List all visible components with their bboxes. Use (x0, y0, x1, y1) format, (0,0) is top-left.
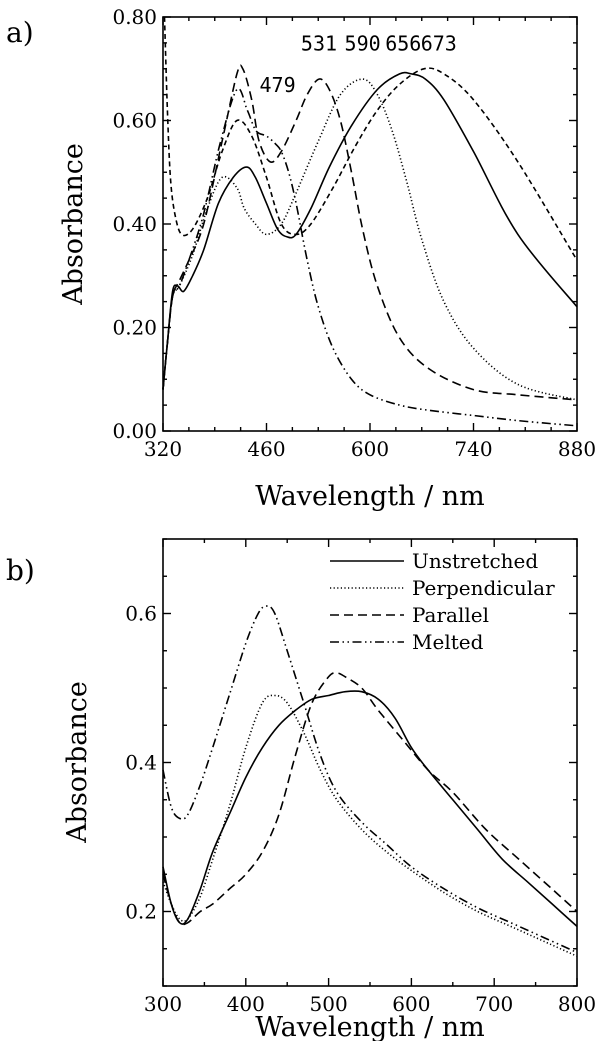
ticks-b: 300 400 500 600 700 800 0.2 0.4 0.6 (125, 538, 596, 1016)
series-line-b-unstretched (162, 690, 578, 927)
x-tick-label-b: 800 (558, 992, 596, 1016)
series-line-a-solid-3 (162, 71, 578, 390)
series-line-b-parallel (162, 672, 578, 926)
plot-frame-b (162, 538, 578, 987)
y-tick-label-a: 0.40 (112, 212, 157, 236)
legend-label-melted: Melted (412, 630, 484, 654)
y-tick-label-b: 0.4 (125, 751, 157, 775)
panel-label-b: b) (6, 554, 35, 587)
plot-frame-a (162, 16, 578, 432)
chart-panel-b: b) 300 400 500 600 700 800 0.2 0.4 0.6 Unstretch… (6, 538, 596, 1041)
legend-label-parallel: Parallel (412, 603, 489, 627)
panel-label-a: a) (6, 16, 34, 49)
series-line-b-melted (162, 605, 578, 954)
x-tick-label-a: 460 (247, 437, 285, 461)
series-line-b-perpendicular (162, 694, 578, 957)
y-tick-label-b: 0.6 (125, 602, 157, 626)
x-tick-label-a: 740 (454, 437, 492, 461)
x-tick-label-b: 700 (475, 992, 513, 1016)
series-line-a-dashdot-0 (162, 87, 578, 427)
series-line-a-dashed-1 (162, 64, 578, 401)
peak-label: 656 (385, 32, 421, 56)
chart-panel-a: a) 320 460 600 740 880 0.00 0.20 0.40 0.60 0.80 4… (6, 5, 596, 512)
legend-label-unstretched: Unstretched (412, 549, 538, 573)
ticks-a: 320 460 600 740 880 0.00 0.20 0.40 0.60 0.80 (112, 5, 596, 461)
peak-label: 531 (301, 32, 337, 56)
legend-label-perpendicular: Perpendicular (412, 576, 555, 600)
x-tick-label-b: 600 (392, 992, 430, 1016)
series-group-b (162, 605, 578, 957)
x-tick-label-a: 600 (351, 437, 389, 461)
x-tick-label-b: 300 (144, 992, 182, 1016)
x-tick-label-a: 880 (558, 437, 596, 461)
peak-label: 590 (345, 32, 381, 56)
x-tick-label-a: 320 (144, 437, 182, 461)
series-group-a (162, 16, 578, 427)
y-tick-label-a: 0.20 (112, 316, 157, 340)
peak-label: 479 (260, 73, 296, 97)
x-axis-title-a: Wavelength / nm (255, 481, 485, 512)
y-tick-label-b: 0.2 (125, 900, 157, 924)
y-axis-title-a: Absorbance (58, 143, 89, 306)
y-axis-title-b: Absorbance (62, 681, 93, 844)
x-tick-label-b: 400 (227, 992, 265, 1016)
series-line-a-dotted-2 (162, 78, 578, 401)
y-tick-label-a: 0.80 (112, 5, 157, 29)
x-tick-label-b: 500 (310, 992, 348, 1016)
x-axis-title-b: Wavelength / nm (255, 1012, 485, 1041)
y-tick-label-a: 0.60 (112, 109, 157, 133)
peak-label: 673 (421, 32, 457, 56)
y-tick-label-a: 0.00 (112, 419, 157, 443)
legend-b: Unstretched Perpendicular Parallel Melted (330, 549, 555, 654)
